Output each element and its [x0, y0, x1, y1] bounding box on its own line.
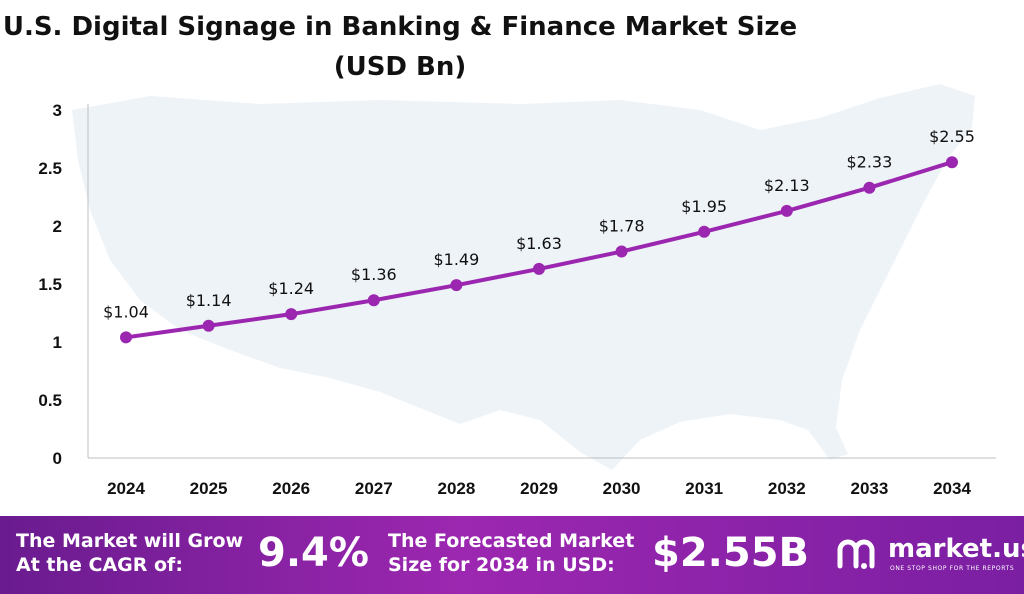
- cagr-caption-line2: At the CAGR of:: [16, 554, 183, 576]
- chart-subtitle: (USD Bn): [333, 52, 467, 82]
- brand-name: market.us: [888, 534, 1024, 564]
- x-tick-label: 2030: [603, 479, 641, 498]
- x-tick-label: 2029: [520, 479, 558, 498]
- x-tick-label: 2034: [933, 479, 971, 498]
- data-point: [863, 181, 876, 194]
- data-point: [698, 225, 711, 238]
- forecast-caption: The Forecasted Market Size for 2034 in U…: [388, 529, 648, 577]
- cagr-value: 9.4%: [258, 530, 369, 576]
- cagr-caption-line1: The Market will Grow: [16, 530, 244, 552]
- y-tick-label: 2.5: [38, 159, 62, 178]
- x-tick-label: 2025: [190, 479, 228, 498]
- y-tick-label: 0.5: [38, 391, 62, 410]
- data-point: [780, 204, 793, 217]
- data-point: [202, 319, 215, 332]
- summary-footer: The Market will Grow At the CAGR of: 9.4…: [0, 516, 1024, 594]
- data-point: [533, 262, 545, 275]
- data-labels: $1.04 $1.14 $1.24 $1.36 $1.49 $1.63 $1.78 $1.95…: [103, 127, 975, 321]
- data-point: [367, 294, 380, 307]
- data-point: [450, 279, 463, 292]
- y-tick-label: 1: [53, 333, 62, 352]
- data-point: [120, 331, 132, 344]
- y-tick-label: 3: [53, 101, 62, 120]
- data-label: $1.24: [268, 279, 314, 298]
- axes: [87, 104, 996, 459]
- data-point: [946, 156, 958, 169]
- data-label: $2.13: [764, 176, 810, 195]
- x-tick-label: 2024: [107, 479, 145, 498]
- data-label: $1.49: [433, 250, 479, 269]
- x-tick-labels: 2024 2025 2026 2027 2028 2029 2030 2031 2032 2033…: [107, 479, 971, 498]
- y-tick-labels: 0 0.5 1 1.5 2 2.5 3: [38, 101, 62, 468]
- data-label: $1.14: [186, 291, 232, 310]
- x-tick-label: 2027: [355, 479, 393, 498]
- brand-tagline: ONE STOP SHOP FOR THE REPORTS: [890, 565, 1015, 572]
- cagr-caption: The Market will Grow At the CAGR of:: [16, 529, 256, 577]
- data-point: [285, 308, 298, 321]
- y-tick-label: 0: [53, 449, 62, 468]
- data-label: $1.78: [599, 217, 645, 236]
- data-label: $2.33: [846, 153, 892, 172]
- data-label: $1.04: [103, 302, 149, 321]
- data-label: $1.36: [351, 265, 397, 284]
- data-point: [615, 245, 628, 258]
- forecast-value: $2.55B: [652, 530, 810, 576]
- line-chart: 00.511.522.53 2024 2025 2026 2027 2028 2029 20…: [38, 84, 996, 498]
- data-label: $2.55: [929, 127, 975, 146]
- forecast-caption-line2: Size for 2034 in USD:: [388, 554, 615, 576]
- x-tick-label: 2031: [685, 479, 723, 498]
- brand-logo: market.us ONE STOP SHOP FOR THE REPORTS: [836, 534, 1024, 578]
- brand-logo-icon: [837, 539, 875, 569]
- x-tick-label: 2032: [768, 479, 806, 498]
- y-tick-label: 2: [53, 217, 62, 236]
- chart-title: U.S. Digital Signage in Banking & Financ…: [2, 12, 798, 42]
- y-tick-label: 1.5: [38, 275, 62, 294]
- forecast-caption-line1: The Forecasted Market: [388, 530, 635, 552]
- x-tick-label: 2028: [437, 479, 475, 498]
- x-tick-label: 2033: [850, 479, 888, 498]
- data-label: $1.63: [516, 234, 562, 253]
- us-map-silhouette: [72, 84, 975, 470]
- data-points: [120, 156, 958, 344]
- data-label: $1.95: [681, 197, 727, 216]
- x-tick-label: 2026: [272, 479, 310, 498]
